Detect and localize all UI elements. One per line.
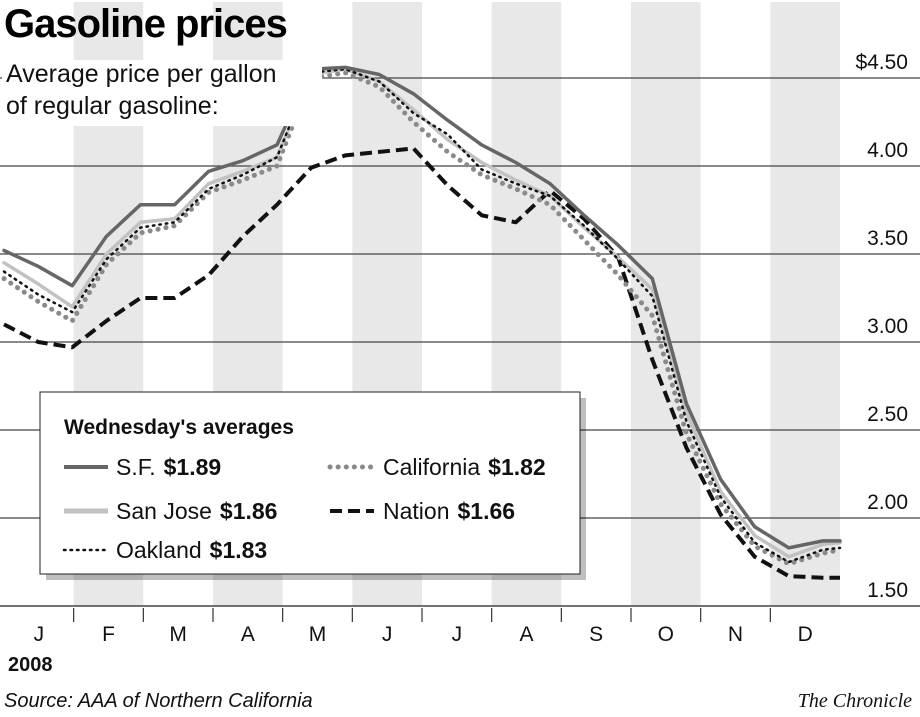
month-label-11: D	[798, 623, 813, 646]
month-label-3: A	[241, 623, 255, 646]
legend-box	[39, 391, 581, 575]
subtitle-backdrop	[2, 60, 322, 126]
legend-entry-california: California $1.82	[383, 454, 546, 480]
legend: Wednesday's averages S.F. $1.89 San Jose $…	[39, 391, 586, 580]
legend-entry-oakland: Oakland $1.83	[116, 537, 267, 563]
y-tick-label-4: 2.50	[867, 403, 908, 426]
legend-entry-sf: S.F. $1.89	[116, 454, 221, 480]
legend-name-san-jose: San Jose	[116, 498, 212, 524]
year-label: 2008	[8, 654, 53, 676]
chart-subtitle-line-1: Average price per gallon	[6, 60, 277, 88]
series-line-california	[1, 70, 843, 567]
month-label-10: N	[728, 623, 743, 646]
series-line-san-jose	[2, 67, 842, 559]
series-line-s-f	[2, 65, 842, 550]
legend-name-nation: Nation	[383, 498, 449, 524]
legend-value-sf: $1.89	[164, 454, 222, 480]
month-label-2: M	[169, 623, 187, 646]
legend-value-oakland: $1.83	[210, 537, 268, 563]
month-label-6: J	[452, 623, 463, 646]
y-tick-label-5: 2.00	[867, 491, 908, 514]
y-tick-label-0: $4.50	[855, 51, 908, 74]
legend-value-nation: $1.66	[457, 498, 515, 524]
y-tick-label-2: 3.50	[867, 227, 908, 250]
y-tick-label-3: 3.00	[867, 315, 908, 338]
legend-value-california: $1.82	[488, 454, 546, 480]
series-line-nation	[3, 146, 840, 580]
month-band-10	[700, 2, 771, 606]
legend-value-san-jose: $1.86	[220, 498, 278, 524]
month-band-11	[770, 2, 840, 606]
legend-name-oakland: Oakland	[116, 537, 202, 563]
publication-credit: The Chronicle	[798, 690, 912, 712]
y-tick-label-6: 1.50	[867, 579, 908, 602]
y-tick-label-1: 4.00	[867, 139, 908, 162]
y-tick-labels: $4.50 4.00 3.50 3.00 2.50 2.00 1.50	[855, 51, 908, 602]
month-label-7: A	[519, 623, 533, 646]
series-line-oakland	[2, 67, 842, 564]
month-label-1: F	[102, 623, 115, 646]
month-label-8: S	[589, 623, 603, 646]
legend-entry-nation: Nation $1.66	[383, 498, 515, 524]
legend-title: Wednesday's averages	[64, 416, 294, 439]
chart-subtitle-line-2: of regular gasoline:	[6, 92, 219, 120]
legend-entry-san-jose: San Jose $1.86	[116, 498, 277, 524]
source-note: Source: AAA of Northern California	[4, 690, 313, 712]
chart-title: Gasoline prices	[4, 2, 287, 46]
month-label-5: J	[382, 623, 393, 646]
month-label-0: J	[34, 623, 45, 646]
month-label-4: M	[309, 623, 327, 646]
legend-name-california: California	[383, 454, 480, 480]
series-lines	[1, 65, 843, 580]
month-label-9: O	[658, 623, 674, 646]
legend-name-sf: S.F.	[116, 454, 156, 480]
